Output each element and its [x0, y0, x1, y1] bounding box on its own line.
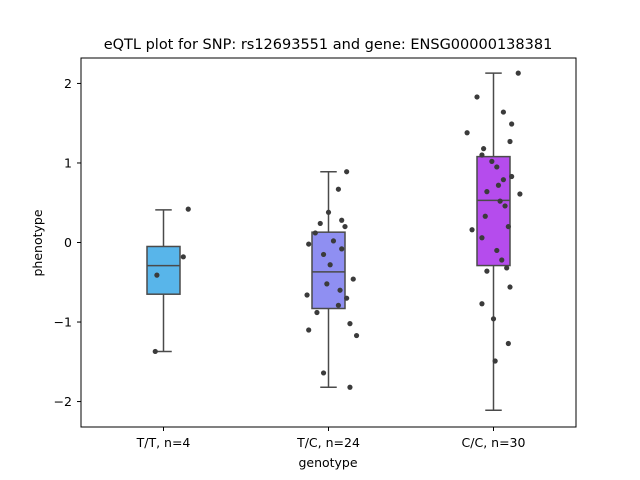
data-point	[317, 220, 323, 227]
axes-frame	[80, 57, 577, 428]
data-point	[507, 138, 513, 145]
data-point	[509, 121, 515, 127]
iqr-box	[476, 155, 511, 267]
data-point	[489, 158, 495, 164]
data-point	[180, 254, 186, 260]
iqr-box	[311, 231, 346, 310]
data-point	[469, 227, 475, 233]
data-point	[479, 152, 485, 158]
x-tick-label: T/T, n=4	[136, 435, 191, 450]
y-tick-label: −2	[54, 394, 72, 409]
data-point	[492, 358, 498, 364]
y-tick-label: −1	[54, 315, 72, 330]
data-point	[312, 230, 318, 236]
box-group	[476, 72, 511, 412]
data-point	[353, 332, 360, 339]
data-point	[479, 235, 485, 241]
data-point	[320, 370, 327, 376]
data-point	[339, 217, 345, 223]
data-point	[347, 384, 353, 390]
data-point	[337, 287, 343, 293]
data-point	[499, 257, 505, 263]
strip-points	[464, 70, 523, 364]
iqr-box	[146, 245, 181, 295]
data-point	[502, 203, 508, 209]
y-axis-label: phenotype	[30, 209, 45, 276]
data-point	[185, 206, 191, 212]
data-point	[500, 109, 506, 115]
data-point	[479, 301, 485, 307]
data-point	[330, 238, 337, 244]
y-tick-label: 0	[64, 235, 72, 250]
box-group	[146, 209, 181, 353]
strip-points	[304, 169, 360, 390]
data-point	[481, 146, 487, 152]
data-point	[484, 268, 490, 274]
data-point	[327, 262, 333, 268]
data-point	[344, 295, 350, 301]
data-point	[507, 284, 513, 290]
data-point	[306, 241, 312, 247]
data-point	[497, 198, 503, 204]
y-axis: −2 −1 0 1 2	[54, 76, 81, 409]
strip-points	[152, 206, 191, 355]
data-point	[505, 340, 511, 347]
data-point	[324, 281, 330, 287]
data-point	[504, 265, 510, 271]
data-point	[509, 173, 515, 180]
chart-title: eQTL plot for SNP: rs12693551 and gene: …	[104, 37, 553, 53]
y-tick-label: 1	[64, 155, 72, 170]
data-point	[500, 177, 506, 183]
plot-area	[146, 70, 523, 412]
data-point	[505, 223, 511, 230]
data-point	[495, 182, 502, 188]
data-point	[335, 302, 341, 308]
x-axis: T/T, n=4 T/C, n=24 C/C, n=30	[136, 427, 526, 450]
data-point	[320, 251, 327, 258]
box-group	[311, 170, 346, 388]
data-point	[464, 130, 470, 136]
data-point	[347, 321, 353, 327]
data-point	[325, 209, 332, 215]
data-point	[306, 327, 312, 333]
data-point	[342, 223, 348, 230]
x-axis-label: genotype	[298, 455, 357, 470]
data-point	[335, 186, 341, 192]
x-tick-label: T/C, n=24	[296, 435, 360, 450]
data-point	[154, 272, 160, 278]
data-point	[490, 316, 497, 322]
data-point	[314, 309, 320, 316]
data-point	[494, 247, 500, 254]
data-point	[482, 213, 488, 219]
data-point	[344, 169, 350, 175]
data-point	[339, 246, 345, 252]
data-point	[350, 276, 356, 282]
data-point	[484, 189, 490, 195]
data-point	[474, 94, 480, 100]
data-point	[517, 191, 523, 197]
data-point	[304, 292, 310, 298]
y-tick-label: 2	[64, 76, 72, 91]
data-point	[494, 164, 500, 170]
data-point	[515, 70, 521, 76]
data-point	[152, 348, 158, 355]
x-tick-label: C/C, n=30	[462, 435, 526, 450]
